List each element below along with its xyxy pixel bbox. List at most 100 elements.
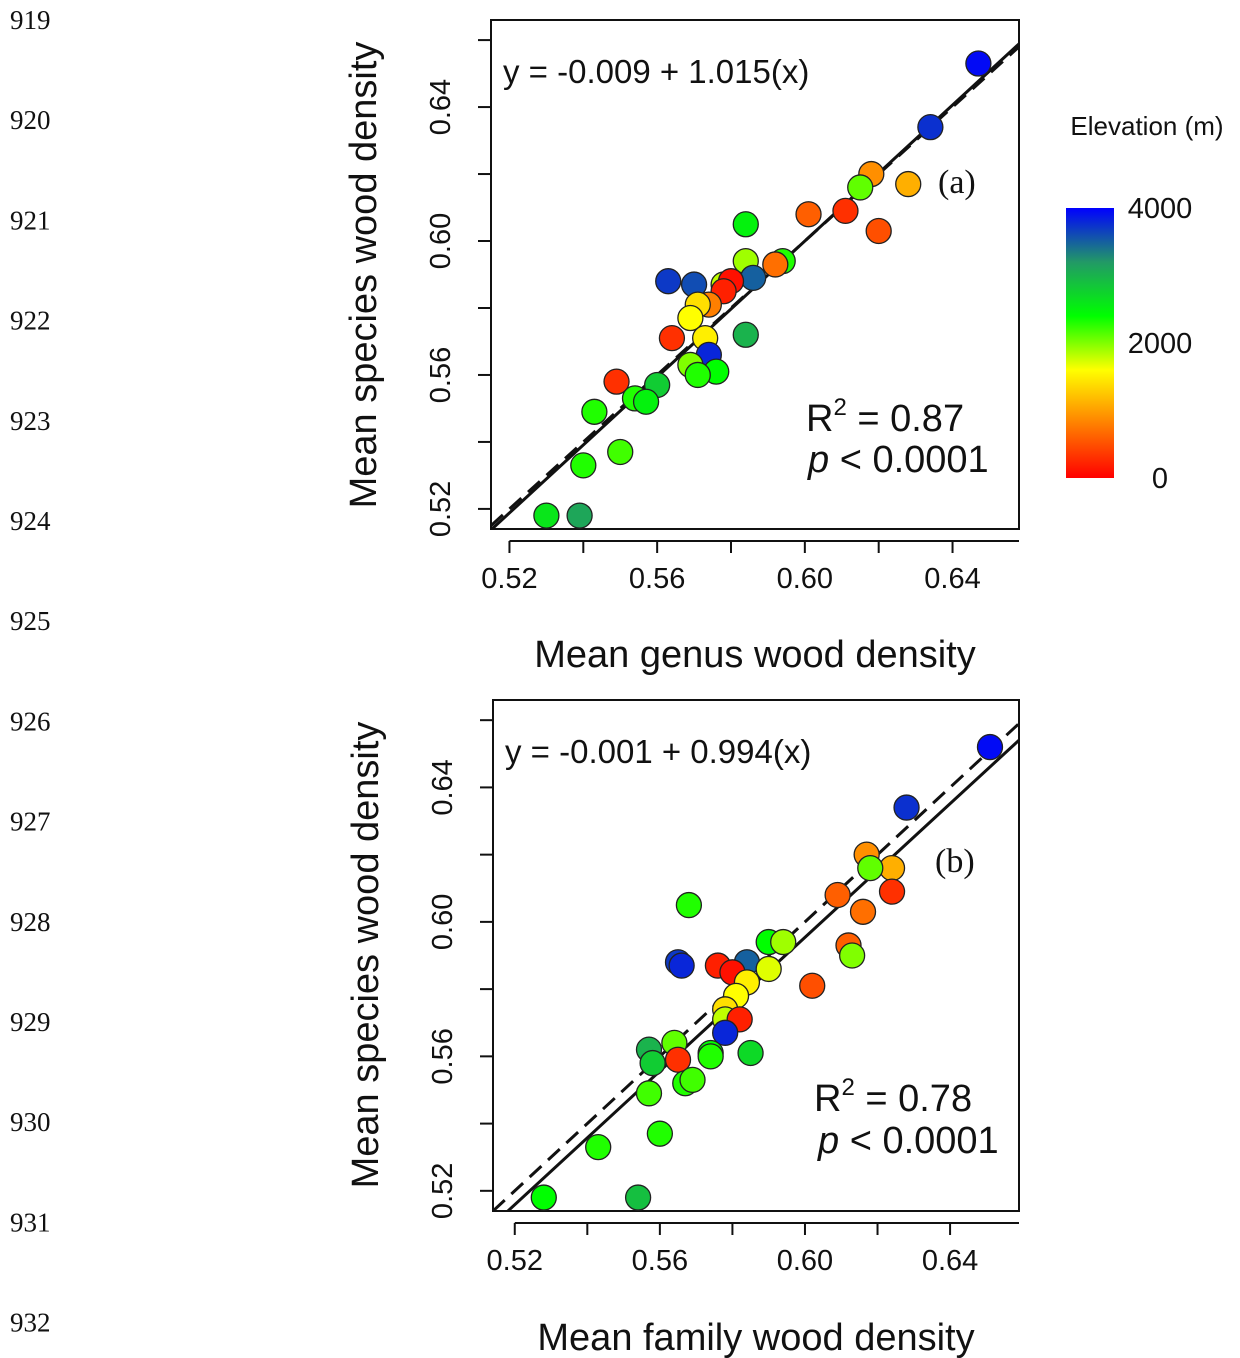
data-point [857, 854, 884, 882]
x-axis-title-b: Mean family wood density [537, 1317, 974, 1358]
r2-symbol-b: R [814, 1078, 841, 1120]
elevation-legend: Elevation (m) 4000 2000 0 [1066, 111, 1224, 495]
data-point [697, 1043, 724, 1070]
line-number: 932 [10, 1308, 51, 1338]
x-tick-label: 0.60 [777, 563, 833, 595]
p-label-a: p < 0.0001 [807, 439, 989, 481]
data-point [893, 794, 920, 821]
y-tick-label: 0.60 [427, 894, 459, 950]
data-point [603, 368, 630, 395]
data-point [585, 1133, 612, 1161]
data-point [847, 174, 874, 201]
data-point [799, 972, 826, 999]
y-tick-label: 0.64 [427, 759, 459, 815]
data-point [624, 1184, 652, 1211]
scatter-panel-b: 0.52 0.56 0.60 0.64 0.52 0.56 0.60 0.64 y = -0… [345, 699, 1020, 1358]
data-point [976, 733, 1004, 761]
data-point [675, 891, 703, 919]
y-tick-label: 0.56 [427, 1028, 459, 1084]
x-axis-b: 0.52 0.56 0.60 0.64 [487, 1222, 1019, 1277]
data-point [664, 1046, 692, 1073]
x-tick-label: 0.56 [632, 1245, 688, 1277]
data-point [677, 304, 704, 332]
data-point [770, 928, 797, 956]
data-point [668, 952, 695, 979]
line-numbers: 919 920 921 922 923 924 925 926 927 928 929 930 931 9… [10, 5, 51, 1338]
r2-label-b: R2 = 0.78 [814, 1074, 972, 1120]
data-point [655, 268, 682, 295]
p-symbol-a: p [807, 439, 829, 481]
data-point [635, 1080, 663, 1107]
legend-tick-label: 0 [1152, 463, 1168, 495]
data-point [878, 878, 906, 905]
x-axis-title-a: Mean genus wood density [534, 634, 976, 676]
x-axis-a: 0.52 0.56 0.60 0.64 [481, 540, 1019, 595]
legend-tick-label: 2000 [1128, 328, 1193, 360]
r2-sup-a: 2 [833, 394, 846, 421]
x-tick-label: 0.56 [629, 563, 685, 595]
data-point [639, 1049, 666, 1077]
equation-b: y = -0.001 + 0.994(x) [505, 733, 811, 770]
p-value-a: < 0.0001 [829, 439, 989, 481]
data-point [684, 361, 711, 389]
line-number: 921 [10, 205, 51, 235]
line-number: 928 [10, 907, 51, 937]
data-point [732, 211, 759, 238]
data-point [865, 217, 892, 245]
panel-label-a: (a) [938, 164, 976, 201]
y-tick-label: 0.60 [425, 213, 457, 269]
data-point [581, 398, 608, 425]
equation-a: y = -0.009 + 1.015(x) [503, 53, 809, 90]
data-point [658, 324, 686, 352]
r2-value-b: = 0.78 [855, 1078, 972, 1120]
p-value-b: < 0.0001 [839, 1120, 999, 1162]
data-point [679, 1066, 706, 1094]
data-point [849, 898, 877, 925]
points-b [530, 733, 1004, 1211]
plot-frame-a [490, 19, 1020, 530]
y-tick-label: 0.64 [425, 79, 457, 135]
legend-ticks: 4000 2000 0 [1128, 193, 1193, 495]
data-point [965, 50, 992, 77]
data-point [740, 264, 767, 291]
line-number: 919 [10, 5, 51, 35]
y-axis-title-a: Mean species wood density [343, 42, 385, 509]
r2-value-a: = 0.87 [847, 398, 964, 440]
line-number: 922 [10, 306, 51, 336]
y-tick-label: 0.52 [425, 481, 457, 537]
y-axis-a: 0.52 0.56 0.60 0.64 [425, 39, 490, 537]
line-number: 929 [10, 1007, 51, 1037]
r2-symbol-a: R [806, 398, 833, 440]
line-number: 926 [10, 706, 51, 736]
y-tick-label: 0.56 [425, 347, 457, 403]
data-point [762, 251, 789, 278]
line-number: 931 [10, 1207, 51, 1237]
plot-frame-b [492, 699, 1020, 1212]
data-point [732, 321, 759, 348]
y-axis-title-b: Mean species wood density [345, 722, 387, 1189]
r2-label-a: R2 = 0.87 [806, 394, 964, 440]
points-a [533, 50, 992, 529]
r2-sup-b: 2 [841, 1074, 854, 1101]
legend-title: Elevation (m) [1070, 111, 1223, 141]
p-symbol-b: p [817, 1120, 839, 1162]
data-point [646, 1120, 674, 1147]
data-point [795, 201, 822, 228]
line-number: 924 [10, 506, 51, 536]
y-tick-label: 0.52 [427, 1163, 459, 1219]
line-number: 923 [10, 406, 51, 436]
x-tick-label: 0.52 [487, 1245, 543, 1277]
data-point [530, 1184, 557, 1211]
legend-colorbar [1066, 208, 1114, 478]
data-point [838, 942, 866, 969]
line-number: 920 [10, 105, 51, 135]
x-tick-label: 0.64 [922, 1245, 978, 1277]
line-number: 927 [10, 807, 51, 837]
x-tick-label: 0.52 [481, 563, 537, 595]
line-number: 925 [10, 606, 51, 636]
x-tick-label: 0.64 [924, 563, 980, 595]
data-point [570, 452, 597, 479]
line-number: 930 [10, 1107, 51, 1137]
data-point [824, 881, 851, 909]
